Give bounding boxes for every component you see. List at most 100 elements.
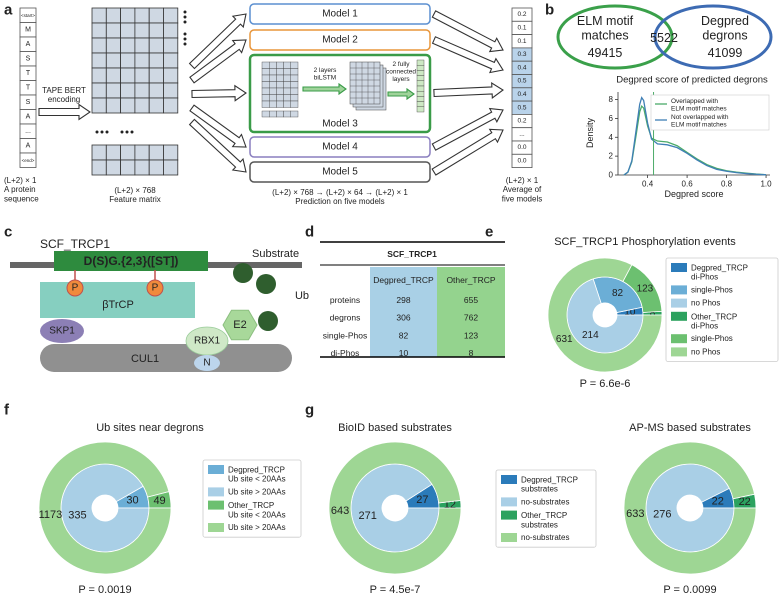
ubiquitin xyxy=(233,263,253,283)
data-label: 633 xyxy=(626,508,644,520)
matrix-cell xyxy=(134,37,150,54)
data-label: 271 xyxy=(358,510,376,522)
output-value: 0.5 xyxy=(517,104,526,111)
output-value: 0.4 xyxy=(517,91,526,98)
motif: D(S)G.{2,3}([ST]) xyxy=(84,254,179,268)
density-line xyxy=(623,96,767,176)
lstm-input-cell xyxy=(283,110,292,118)
matrix-cell xyxy=(120,7,136,24)
matrix-cell xyxy=(105,82,122,99)
fc-output-cell xyxy=(416,75,425,81)
matrix-cell xyxy=(148,97,164,114)
legend-label: Other_TRCP di-Phos xyxy=(691,312,737,330)
complex-title: SCF_TRCP1 xyxy=(40,237,110,251)
matrix-cell xyxy=(148,159,164,176)
legend-label: Ub site > 20AAs xyxy=(228,487,286,496)
legend-box xyxy=(202,459,302,538)
table-cell: 762 xyxy=(464,313,478,323)
legend-swatch xyxy=(671,263,687,272)
lstm-input-cell xyxy=(261,110,270,118)
venn-count: 49415 xyxy=(588,46,623,60)
arrow xyxy=(431,128,504,176)
arrow xyxy=(302,82,347,96)
matrix-cell xyxy=(105,22,122,39)
output-value: 0.5 xyxy=(517,78,526,85)
matrix-cell xyxy=(120,37,136,54)
table-cell: 306 xyxy=(396,313,410,323)
sequence-token: A xyxy=(26,142,31,149)
y-tick-label: 8 xyxy=(609,95,614,104)
ellipsis-dot xyxy=(130,130,134,134)
lstm-input-cell xyxy=(269,110,277,118)
data-label: 22 xyxy=(712,495,724,507)
table-cell: 8 xyxy=(469,348,474,358)
lstm-input-cell xyxy=(290,87,299,95)
phospho-label: P xyxy=(72,283,79,294)
arrow xyxy=(38,103,91,121)
matrix-cell xyxy=(134,82,150,99)
ellipsis-dot xyxy=(100,130,104,134)
lstm-input-cell xyxy=(261,74,270,82)
donut-segment xyxy=(350,463,440,553)
lstm-input-cell xyxy=(269,94,277,102)
x-tick-label: 0.4 xyxy=(642,180,654,189)
ellipsis-dot xyxy=(125,130,129,134)
phospho xyxy=(146,279,164,297)
matrix-cell xyxy=(105,144,122,161)
motif-box xyxy=(54,251,208,271)
lstm-input-cell xyxy=(276,87,284,95)
sequence-token: ... xyxy=(25,128,31,135)
chart-title: SCF_TRCP1 Phosphorylation events xyxy=(554,236,736,248)
fc-output-cell xyxy=(416,85,425,92)
panel-label: c xyxy=(4,224,12,241)
legend-box xyxy=(650,94,770,131)
legend-swatch xyxy=(671,311,687,321)
lstm-input-cell xyxy=(269,87,277,95)
row-label: proteins xyxy=(330,295,360,305)
feature-label: (L+2) × 768 Feature matrix xyxy=(109,186,161,204)
matrix-cell xyxy=(120,52,136,69)
venn-label: Degpred degrons xyxy=(701,14,749,42)
protein-label: E2 xyxy=(233,319,246,331)
lstm-input-cell xyxy=(261,61,270,69)
p-value: P = 4.5e-7 xyxy=(370,584,421,596)
x-tick-label: 0.8 xyxy=(721,180,733,189)
chart-title: Ub sites near degrons xyxy=(96,422,204,434)
model3-step: 2 layers biLSTM xyxy=(314,67,338,81)
model-box xyxy=(249,136,431,158)
prediction-label: (L+2) × 768 → (L+2) × 64 → (L+2) × 1 Pred… xyxy=(272,188,408,206)
matrix-cell xyxy=(91,159,107,176)
output-value: ... xyxy=(519,131,525,138)
matrix-cell xyxy=(91,52,107,69)
matrix-cell xyxy=(163,7,179,24)
matrix-cell xyxy=(163,159,179,176)
matrix-cell xyxy=(134,97,150,114)
sequence-cell xyxy=(19,152,37,168)
protein-label: N xyxy=(203,358,210,369)
data-label: 276 xyxy=(653,509,671,521)
lstm-input-cell xyxy=(290,94,299,102)
sequence-token: M xyxy=(25,26,31,33)
data-label: 643 xyxy=(331,505,349,517)
panel-label: f xyxy=(4,402,10,419)
donut-segment xyxy=(38,441,172,575)
ellipsis-dot xyxy=(183,20,187,24)
p-value: P = 0.0099 xyxy=(663,584,716,596)
model-name: Model 5 xyxy=(322,167,358,178)
legend-label: Ub site > 20AAs xyxy=(228,523,286,532)
lstm-input-cell xyxy=(269,68,277,76)
matrix-cell xyxy=(120,144,136,161)
ellipsis-dot xyxy=(183,42,187,46)
legend-box xyxy=(665,257,779,362)
matrix-cell xyxy=(91,144,107,161)
ellipsis-dot xyxy=(120,130,124,134)
model-name: Model 1 xyxy=(322,9,358,20)
matrix-cell xyxy=(91,82,107,99)
lstm-input-cell xyxy=(261,94,270,102)
matrix-cell xyxy=(148,22,164,39)
n-terminus xyxy=(194,355,220,371)
data-label: 8 xyxy=(650,308,656,319)
matrix-cell xyxy=(163,37,179,54)
